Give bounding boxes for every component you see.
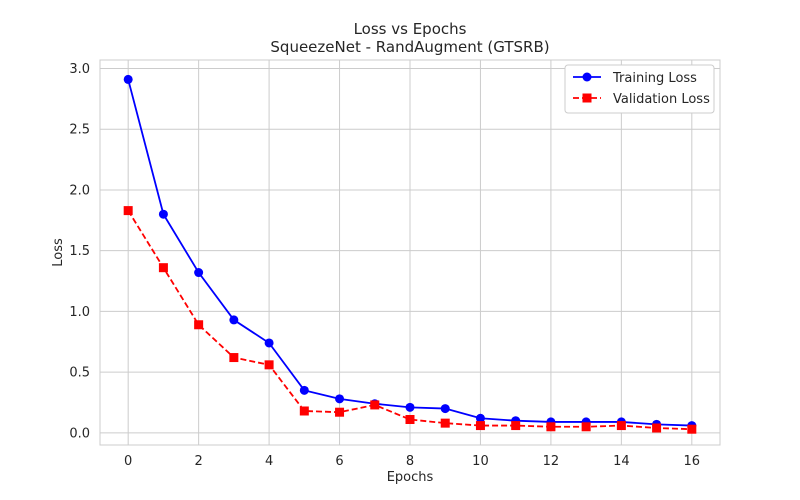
y-tick-label: 1.0	[69, 305, 90, 320]
y-tick-label: 1.5	[69, 244, 90, 259]
training-loss-point	[335, 394, 345, 404]
x-tick-label: 8	[406, 454, 414, 469]
x-tick-label: 16	[684, 454, 701, 469]
grid-lines	[100, 60, 720, 445]
training-loss-point	[194, 268, 204, 278]
training-loss-point	[158, 209, 168, 219]
validation-loss-point	[440, 418, 450, 428]
x-tick-label: 6	[335, 454, 343, 469]
y-tick-label: 0.0	[69, 426, 90, 441]
validation-loss-point	[194, 320, 204, 330]
validation-loss-point	[405, 414, 415, 424]
training-loss-point	[299, 385, 309, 395]
validation-loss-point	[652, 423, 662, 433]
validation-loss-point	[511, 421, 521, 431]
x-tick-label: 14	[613, 454, 630, 469]
validation-loss-point	[581, 422, 591, 432]
validation-loss-point	[546, 422, 556, 432]
training-loss-point	[405, 402, 415, 412]
y-tick-label: 2.0	[69, 183, 90, 198]
y-axis-label: Loss	[51, 238, 66, 267]
validation-loss-point	[616, 421, 626, 431]
plot-frame	[99, 59, 721, 446]
legend-marker-training	[582, 72, 592, 82]
validation-loss-point	[475, 421, 485, 431]
legend-marker-validation	[582, 93, 592, 103]
training-loss-point	[264, 338, 274, 348]
validation-loss-point	[158, 263, 168, 273]
y-tick-label: 0.5	[69, 366, 90, 381]
training-loss-point	[123, 74, 133, 84]
training-loss-point	[475, 413, 485, 423]
y-tick-label: 2.5	[69, 123, 90, 138]
training-loss-point	[229, 315, 239, 325]
x-axis-label: Epochs	[387, 470, 434, 485]
series-layer	[123, 74, 697, 434]
plot-area	[99, 59, 721, 446]
x-tick-label: 4	[265, 454, 273, 469]
chart-subtitle: SqueezeNet - RandAugment (GTSRB)	[270, 38, 549, 56]
validation-loss-point	[370, 400, 380, 410]
legend: Training Loss Validation Loss	[564, 64, 715, 114]
validation-loss-point	[335, 407, 345, 417]
legend-box	[564, 64, 715, 114]
validation-loss-point	[264, 360, 274, 370]
validation-loss-point	[229, 353, 239, 363]
y-tick-labels: 0.0 0.5 1.0 1.5 2.0 2.5 3.0	[69, 62, 90, 441]
x-tick-label: 10	[472, 454, 489, 469]
y-tick-label: 3.0	[69, 62, 90, 77]
legend-label-validation: Validation Loss	[613, 92, 710, 107]
x-tick-label: 12	[543, 454, 560, 469]
validation-loss-point	[123, 206, 133, 216]
training-loss-point	[440, 404, 450, 414]
validation-loss-line	[127, 210, 692, 431]
validation-loss-point	[687, 424, 697, 434]
chart-title: Loss vs Epochs	[354, 20, 467, 38]
x-tick-label: 2	[194, 454, 202, 469]
x-tick-labels: 0 2 4 6 8 10 12 14 16	[124, 454, 700, 469]
legend-label-training: Training Loss	[612, 71, 697, 86]
validation-loss-point	[299, 406, 309, 416]
x-tick-label: 0	[124, 454, 132, 469]
